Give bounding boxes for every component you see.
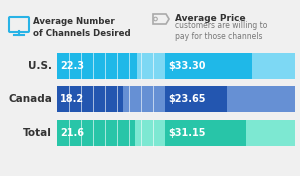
Text: Canada: Canada — [8, 94, 52, 104]
Text: 22.3: 22.3 — [60, 61, 84, 71]
Text: U.S.: U.S. — [28, 61, 52, 71]
Bar — [165, 53, 252, 79]
Text: $23.65: $23.65 — [168, 94, 206, 104]
Text: Average Price: Average Price — [175, 14, 246, 23]
Text: Average Number
of Channels Desired: Average Number of Channels Desired — [33, 17, 130, 38]
Bar — [165, 120, 295, 146]
Bar — [165, 120, 246, 146]
Text: $33.30: $33.30 — [168, 61, 206, 71]
Text: 18.2: 18.2 — [60, 94, 84, 104]
Bar — [57, 120, 165, 146]
Text: customers are willing to
pay for those channels: customers are willing to pay for those c… — [175, 21, 267, 42]
Bar — [57, 86, 165, 112]
Bar — [57, 53, 165, 79]
Text: 21.6: 21.6 — [60, 128, 84, 138]
Text: Total: Total — [23, 128, 52, 138]
Bar — [57, 53, 137, 79]
Bar — [165, 86, 226, 112]
Bar — [57, 120, 135, 146]
Bar — [165, 86, 295, 112]
Bar — [57, 86, 123, 112]
Bar — [165, 53, 295, 79]
Text: $31.15: $31.15 — [168, 128, 206, 138]
